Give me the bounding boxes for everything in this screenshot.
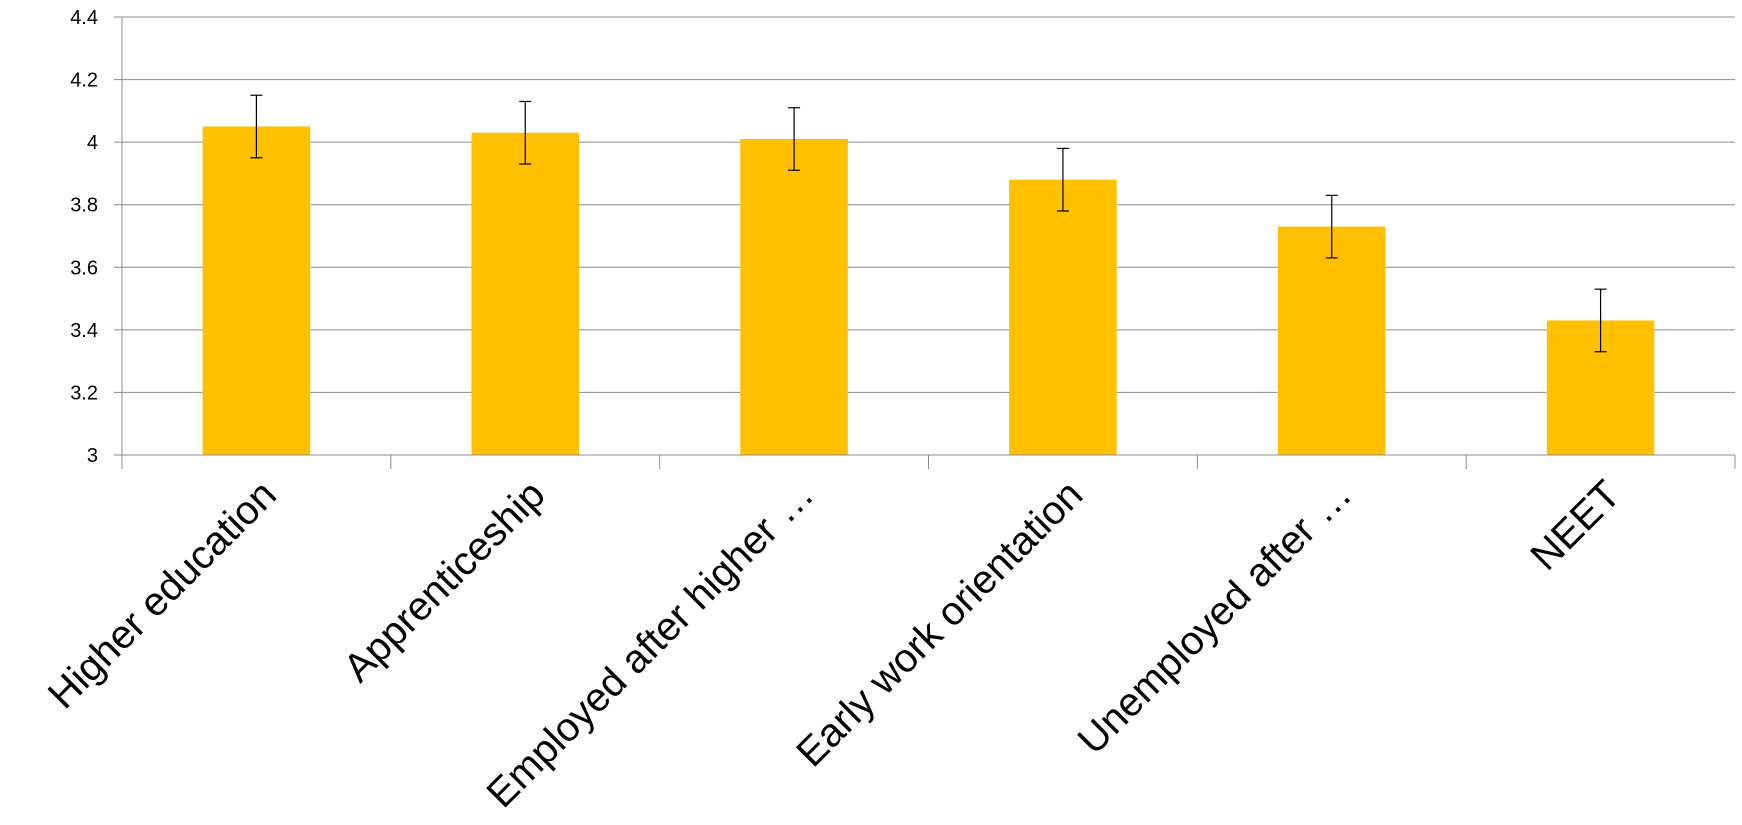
- x-category-label: Unemployed after …: [1070, 472, 1361, 763]
- bar: [1009, 179, 1117, 455]
- axes: [114, 16, 1736, 469]
- bar: [471, 132, 580, 455]
- bars: [202, 126, 1655, 455]
- y-tick-label: 3.2: [70, 382, 98, 404]
- x-category-label: NEET: [1522, 472, 1629, 579]
- y-tick-label: 4: [87, 132, 98, 154]
- y-tick-label: 3.6: [70, 257, 98, 279]
- y-tick-label: 4.4: [70, 7, 98, 29]
- x-category-label: Apprenticeship: [335, 472, 553, 690]
- gridlines: [122, 16, 1735, 393]
- y-tick-label: 3.8: [70, 195, 98, 217]
- error-bars: [250, 94, 1607, 353]
- x-category-label: Early work orientation: [788, 472, 1091, 775]
- y-axis-tick-labels: 3 3.2 3.4 3.6 3.8 4 4.2 4.4: [70, 7, 98, 467]
- x-category-label: Higher education: [40, 472, 285, 717]
- y-tick-label: 3.4: [70, 320, 98, 342]
- bar: [202, 126, 311, 455]
- bar: [1277, 226, 1386, 455]
- y-tick-label: 4.2: [70, 70, 98, 92]
- bar: [740, 139, 848, 455]
- y-tick-label: 3: [87, 445, 98, 467]
